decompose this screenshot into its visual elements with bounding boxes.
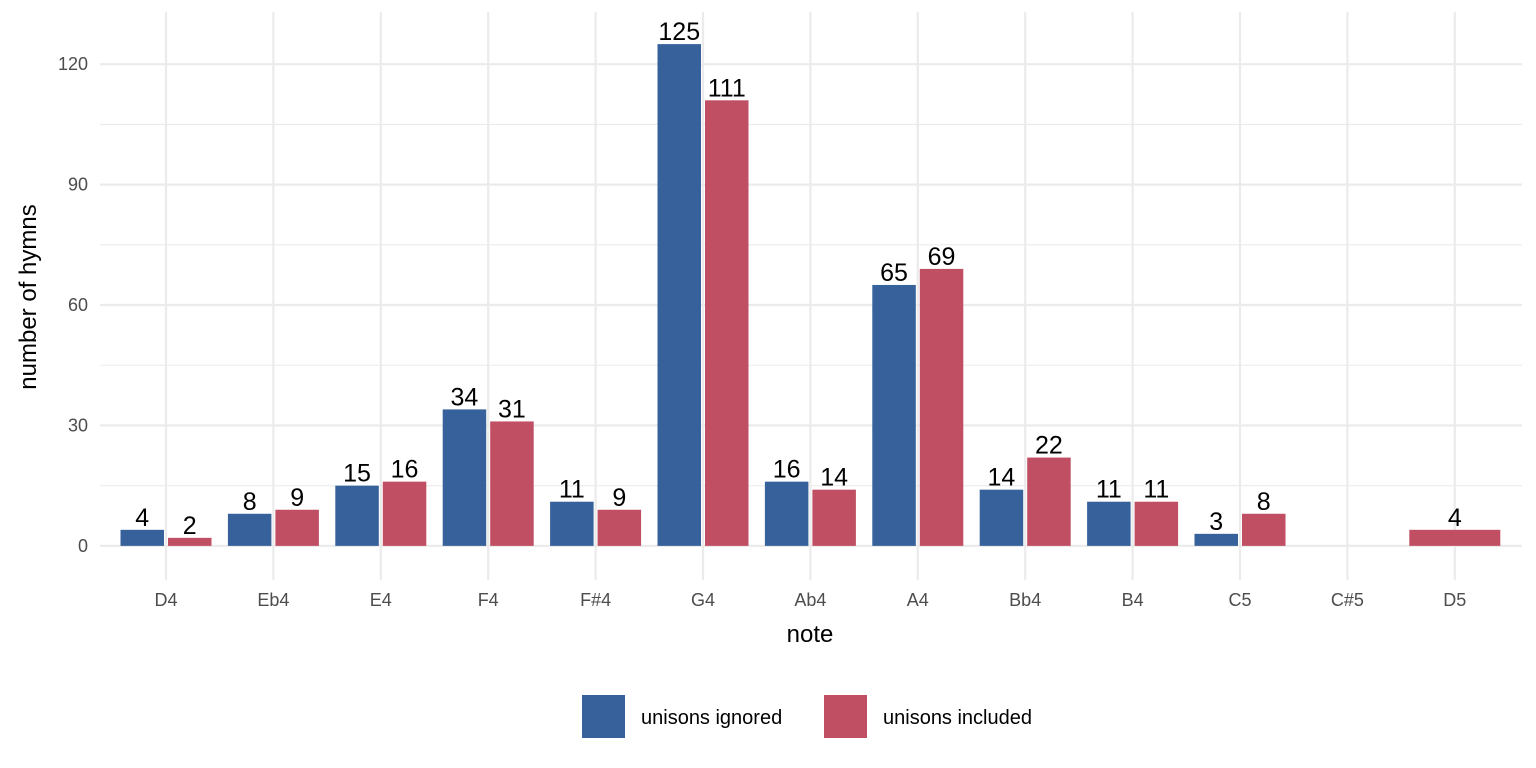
bars — [120, 44, 1501, 546]
bar — [657, 44, 701, 546]
x-tick-label: F4 — [478, 590, 499, 610]
legend-swatch — [582, 695, 625, 738]
bar-value-label: 4 — [1448, 504, 1462, 532]
bar-value-label: 22 — [1035, 432, 1063, 460]
bar-value-label: 14 — [988, 464, 1016, 492]
x-tick-label: G4 — [691, 590, 715, 610]
bar — [1194, 533, 1238, 546]
bar — [705, 100, 749, 546]
bar-value-label: 9 — [290, 484, 304, 512]
bar — [275, 509, 319, 546]
legend-swatch — [824, 695, 867, 738]
x-tick-label: Ab4 — [794, 590, 826, 610]
x-tick-label: Bb4 — [1009, 590, 1041, 610]
bar — [1087, 501, 1131, 546]
bar — [1027, 457, 1071, 546]
bar — [1409, 529, 1501, 546]
bar-value-label: 11 — [1096, 476, 1122, 504]
bar — [1242, 513, 1286, 546]
y-tick-label: 60 — [68, 295, 88, 315]
bar — [979, 489, 1024, 546]
bar — [1134, 501, 1179, 546]
x-tick-label: A4 — [907, 590, 929, 610]
bar — [764, 481, 809, 546]
bar-value-label: 14 — [820, 464, 848, 492]
x-tick-label: B4 — [1122, 590, 1144, 610]
bar-value-label: 111 — [708, 74, 746, 102]
bar-value-label: 4 — [135, 504, 149, 532]
bar-value-label: 9 — [612, 484, 626, 512]
y-tick-label: 90 — [68, 175, 88, 195]
bar-value-label: 125 — [658, 18, 700, 46]
bar — [442, 409, 487, 546]
bar-value-label: 69 — [928, 243, 956, 271]
bar-value-label: 65 — [880, 259, 908, 287]
y-axis-title: number of hymns — [15, 204, 42, 389]
legend-label: unisons included — [883, 707, 1032, 729]
bar-value-label: 11 — [559, 476, 585, 504]
bar-value-label: 34 — [451, 383, 479, 411]
bar — [335, 485, 379, 546]
bar — [168, 537, 212, 546]
x-axis-title: note — [787, 621, 834, 648]
bar — [597, 509, 642, 546]
bar-value-label: 16 — [391, 456, 419, 484]
legend-label: unisons ignored — [641, 707, 782, 729]
x-axis-ticks: D4 Eb4 E4 F4 F#4 G4 Ab4 A4 Bb4 B4 C5 C#5 D5 — [154, 590, 1466, 610]
legend: unisons ignored unisons included — [582, 695, 1032, 738]
bar — [919, 268, 964, 546]
x-tick-label: C#5 — [1331, 590, 1364, 610]
bar-value-label: 15 — [343, 460, 371, 488]
bar-value-label: 16 — [773, 456, 801, 484]
data-labels: 4 2 8 9 15 16 34 31 11 9 125 111 16 14 65 69 14 22 11 11 3 8 4 — [135, 18, 1462, 540]
bar — [872, 284, 916, 546]
x-tick-label: D4 — [154, 590, 177, 610]
bar-value-label: 11 — [1143, 476, 1169, 504]
y-tick-label: 120 — [58, 54, 88, 74]
bar — [550, 501, 594, 546]
bar — [812, 489, 856, 546]
bar — [227, 513, 272, 546]
bar — [382, 481, 427, 546]
y-tick-label: 30 — [68, 415, 88, 435]
x-tick-label: Eb4 — [257, 590, 289, 610]
bar-value-label: 31 — [498, 395, 526, 423]
y-axis-ticks: 0 30 60 90 120 — [58, 54, 88, 556]
bar — [490, 421, 534, 546]
y-tick-label: 0 — [78, 536, 88, 556]
bar-value-label: 8 — [243, 488, 257, 516]
bar-value-label: 3 — [1209, 508, 1223, 536]
bar-value-label: 8 — [1257, 488, 1271, 516]
x-tick-label: F#4 — [580, 590, 611, 610]
x-tick-label: C5 — [1228, 590, 1251, 610]
bar — [120, 529, 164, 546]
bar-value-label: 2 — [183, 512, 197, 540]
grid-lines — [100, 12, 1522, 580]
x-tick-label: E4 — [370, 590, 392, 610]
x-tick-label: D5 — [1443, 590, 1466, 610]
